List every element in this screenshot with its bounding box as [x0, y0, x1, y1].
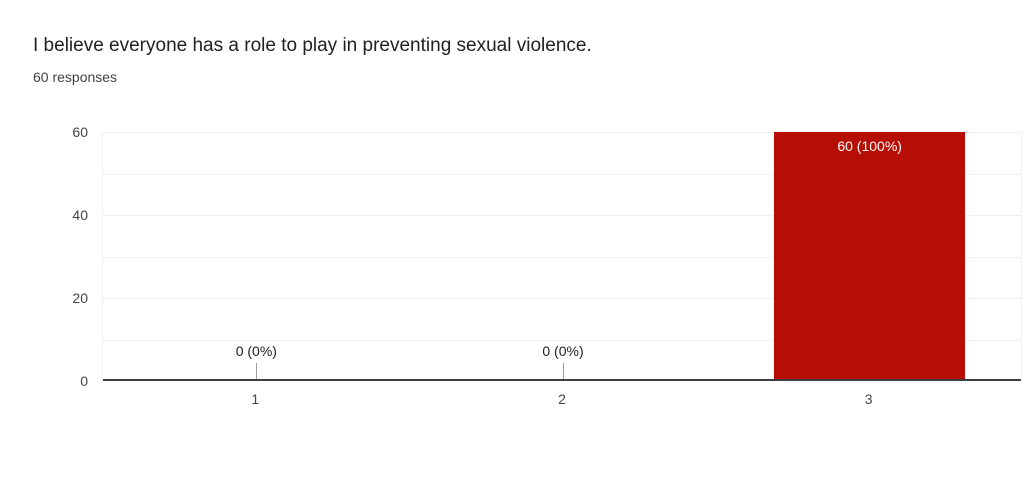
x-axis-label: 1: [251, 391, 260, 407]
zero-tick-stub: [256, 363, 258, 379]
y-axis-label: 40: [72, 207, 88, 223]
zero-value-label: 0 (0%): [235, 343, 277, 359]
y-axis-label: 20: [72, 290, 88, 306]
x-axis-line: [103, 379, 1021, 381]
y-axis-label: 60: [72, 124, 88, 140]
gridline: [103, 298, 1021, 299]
plot-area: 0 (0%) 0 (0%) 60 (100%): [102, 132, 1022, 381]
gridline: [103, 339, 1021, 341]
y-axis-label: 0: [80, 373, 88, 389]
x-axis-label: 3: [864, 391, 873, 407]
zero-tick-stub: [563, 363, 564, 379]
bar-value-label: 60 (100%): [837, 138, 902, 154]
gridline: [103, 256, 1021, 258]
gridline: [103, 215, 1021, 216]
zero-value-label: 0 (0%): [542, 343, 584, 359]
gridline: [103, 173, 1021, 175]
bar[interactable]: 60 (100%): [774, 132, 966, 379]
x-axis-label: 2: [558, 391, 566, 407]
response-count: 60 responses: [33, 69, 118, 85]
chart-title: I believe everyone has a role to play in…: [33, 35, 592, 56]
gridline: [103, 132, 1021, 133]
